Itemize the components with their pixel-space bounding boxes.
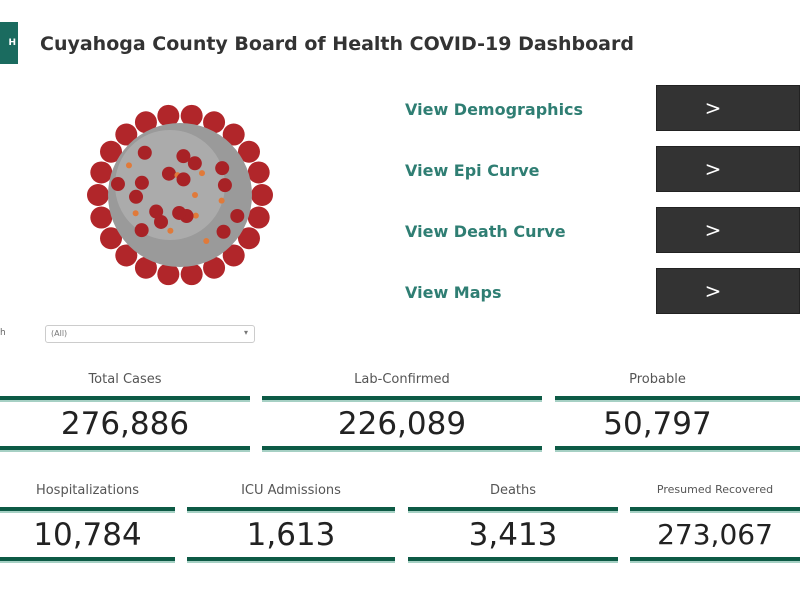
card-label: Presumed Recovered bbox=[656, 483, 774, 496]
spike-protein bbox=[132, 210, 139, 217]
view-death-curve-link[interactable]: View Death Curve bbox=[405, 222, 566, 241]
spike-protein bbox=[154, 214, 169, 229]
page-title: Cuyahoga County Board of Health COVID-19… bbox=[40, 33, 634, 55]
spike-protein bbox=[180, 104, 203, 127]
card-label: Deaths bbox=[489, 483, 537, 498]
card-value: 3,413 bbox=[468, 517, 558, 553]
filter-label: h bbox=[0, 328, 6, 338]
divider bbox=[262, 446, 542, 452]
spike-protein bbox=[230, 208, 245, 223]
card-value: 276,886 bbox=[60, 406, 190, 442]
spike-protein bbox=[215, 161, 230, 176]
divider bbox=[262, 396, 542, 402]
spike-protein bbox=[237, 140, 260, 163]
lab-confirmed-card: Lab-Confirmed 226,089 bbox=[262, 372, 542, 452]
divider bbox=[555, 396, 800, 402]
spike-protein bbox=[137, 145, 152, 160]
spike-protein bbox=[110, 177, 125, 192]
divider bbox=[0, 396, 250, 402]
card-label: Hospitalizations bbox=[35, 483, 140, 498]
spike-protein bbox=[149, 204, 164, 219]
spike-protein bbox=[134, 223, 149, 238]
spike-protein bbox=[90, 161, 113, 184]
spike-protein bbox=[129, 189, 144, 204]
total-cases-card: Total Cases 276,886 bbox=[0, 372, 250, 452]
spike-protein bbox=[90, 206, 113, 229]
spike-protein bbox=[203, 256, 226, 279]
spike-protein bbox=[176, 172, 191, 187]
spike-protein bbox=[157, 104, 180, 127]
card-label: Probable bbox=[629, 372, 686, 387]
logo-text: H bbox=[8, 38, 16, 48]
spike-protein bbox=[100, 140, 123, 163]
spike-protein bbox=[134, 256, 157, 279]
spike-protein bbox=[222, 123, 245, 146]
spike-protein bbox=[217, 178, 232, 193]
spike-protein bbox=[203, 111, 226, 134]
divider bbox=[0, 557, 175, 563]
spike-protein bbox=[218, 197, 225, 204]
spike-protein bbox=[87, 184, 109, 206]
spike-protein bbox=[176, 149, 191, 164]
spike-protein bbox=[192, 192, 198, 198]
divider bbox=[187, 507, 395, 513]
card-value: 1,613 bbox=[246, 517, 336, 553]
divider bbox=[630, 557, 800, 563]
hospitalizations-card: Hospitalizations 10,784 bbox=[0, 483, 175, 563]
spike-protein bbox=[247, 206, 270, 229]
divider bbox=[0, 507, 175, 513]
cchb-logo: H bbox=[0, 22, 18, 64]
spike-protein bbox=[134, 111, 157, 134]
spike-protein bbox=[125, 162, 132, 169]
view-maps-button[interactable]: > bbox=[656, 268, 800, 314]
filter-dropdown[interactable]: (All) ▾ bbox=[45, 325, 255, 343]
card-value: 50,797 bbox=[603, 406, 712, 442]
divider bbox=[0, 446, 250, 452]
divider bbox=[408, 507, 618, 513]
card-value: 226,089 bbox=[337, 406, 467, 442]
spike-protein bbox=[192, 212, 199, 219]
card-label: ICU Admissions bbox=[241, 483, 341, 498]
spike-protein bbox=[247, 161, 270, 184]
card-value: 10,784 bbox=[33, 517, 142, 553]
presumed-recovered-card: Presumed Recovered 273,067 bbox=[630, 483, 800, 563]
deaths-card: Deaths 3,413 bbox=[408, 483, 618, 563]
view-epi-curve-link[interactable]: View Epi Curve bbox=[405, 161, 540, 180]
icu-admissions-card: ICU Admissions 1,613 bbox=[187, 483, 395, 563]
spike-protein bbox=[115, 244, 138, 267]
spike-protein bbox=[161, 166, 176, 181]
spike-protein bbox=[198, 170, 205, 177]
spike-protein bbox=[187, 156, 202, 171]
divider bbox=[555, 446, 800, 452]
view-demographics-link[interactable]: View Demographics bbox=[405, 100, 584, 119]
spike-protein bbox=[216, 224, 231, 239]
spike-protein bbox=[203, 238, 210, 245]
view-maps-link[interactable]: View Maps bbox=[405, 283, 502, 302]
card-value: 273,067 bbox=[657, 518, 773, 551]
card-label: Total Cases bbox=[88, 372, 162, 387]
spike-protein bbox=[237, 227, 260, 250]
spike-protein bbox=[222, 244, 245, 267]
divider bbox=[187, 557, 395, 563]
spike-protein bbox=[100, 227, 123, 250]
probable-card: Probable 50,797 bbox=[555, 372, 800, 452]
spike-protein bbox=[134, 175, 149, 190]
filter-value: (All) bbox=[51, 329, 68, 338]
view-epi-curve-button[interactable]: > bbox=[656, 146, 800, 192]
coronavirus-image bbox=[87, 104, 273, 286]
view-death-curve-button[interactable]: > bbox=[656, 207, 800, 253]
divider bbox=[630, 507, 800, 513]
spike-protein bbox=[157, 263, 180, 286]
view-demographics-button[interactable]: > bbox=[656, 85, 800, 131]
spike-protein bbox=[172, 205, 187, 220]
divider bbox=[408, 557, 618, 563]
spike-protein bbox=[251, 184, 273, 206]
card-label: Lab-Confirmed bbox=[354, 372, 450, 387]
spike-protein bbox=[167, 227, 174, 234]
chevron-down-icon: ▾ bbox=[243, 328, 248, 337]
spike-protein bbox=[180, 263, 203, 286]
spike-protein bbox=[115, 123, 138, 146]
